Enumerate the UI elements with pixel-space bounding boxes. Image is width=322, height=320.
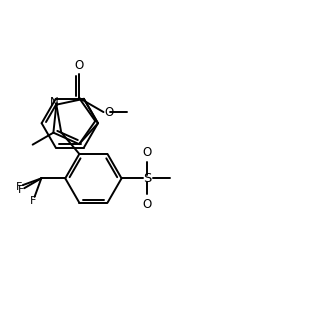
Text: O: O	[142, 198, 151, 211]
Text: O: O	[105, 106, 114, 119]
Text: O: O	[74, 59, 84, 72]
Text: N: N	[50, 96, 59, 109]
Text: F: F	[16, 181, 22, 192]
Text: F: F	[30, 196, 36, 206]
Text: O: O	[142, 146, 151, 158]
Text: F: F	[17, 185, 24, 195]
Text: S: S	[143, 172, 151, 185]
